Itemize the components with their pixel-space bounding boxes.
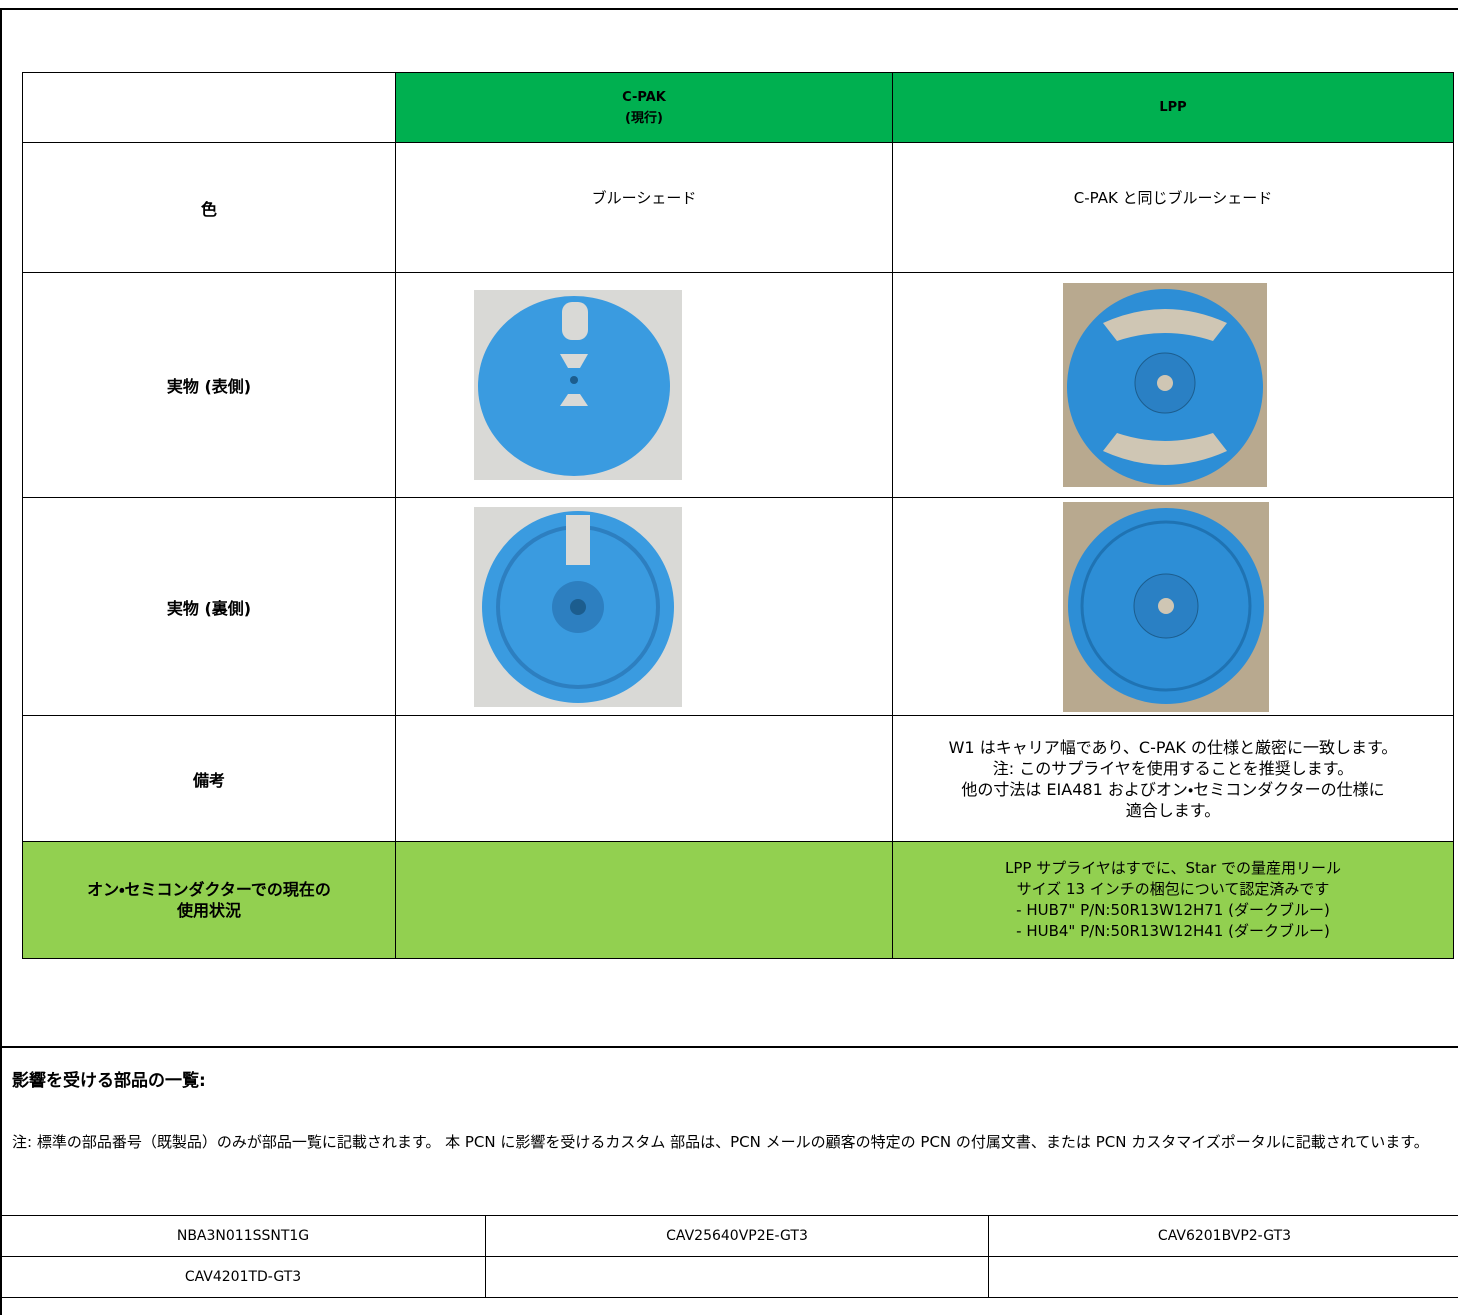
reel-image [1063, 501, 1269, 712]
empty-cell [22, 72, 396, 143]
text-line: 他の寸法は EIA481 およびオン・セミコンダクターの仕様に [961, 779, 1385, 799]
text-line: 注: このサプライヤを使用することを推奨します。 [992, 758, 1354, 778]
reel-image [474, 506, 682, 707]
empty-cell [988, 1256, 1458, 1298]
text-line: - HUB7" P/N:50R13W12H71 (ダークブルー) [1016, 901, 1330, 919]
part-number: CAV4201TD-GT3 [0, 1256, 486, 1298]
row-label: 実物 (裏側) [22, 497, 396, 716]
remarks-row: 備考 W1 はキャリア幅であり、C-PAK の仕様と厳密に一致します。 注: この… [22, 715, 1454, 842]
text-line: オン・セミコンダクターでの現在の [87, 880, 331, 899]
part-number: NBA3N011SSNT1G [0, 1215, 486, 1257]
cell: LPP サプライヤはすでに、Star での量産用リール サイズ 13 インチの梱包… [892, 841, 1454, 959]
comparison-table: C-PAK (現行) LPP 色 ブルーシェード C-PAK と同じブルーシェード… [22, 72, 1454, 959]
header-row: C-PAK (現行) LPP [22, 72, 1454, 143]
part-number: CAV6201BVP2-GT3 [988, 1215, 1458, 1257]
cell: ブルーシェード [395, 142, 893, 273]
parts-row: CAV4201TD-GT3 [0, 1256, 1458, 1298]
parts-table: NBA3N011SSNT1G CAV25640VP2E-GT3 CAV6201BVP… [0, 1215, 1458, 1298]
row-label: オン・セミコンダクターでの現在の 使用状況 [22, 841, 396, 959]
image-cell [892, 272, 1454, 498]
image-cell [395, 497, 893, 716]
part-number: CAV25640VP2E-GT3 [485, 1215, 989, 1257]
text-line: - HUB4" P/N:50R13W12H41 (ダークブルー) [1016, 922, 1330, 940]
divider [0, 1046, 1458, 1048]
header-text: LPP [1159, 100, 1187, 115]
text-line: W1 はキャリア幅であり、C-PAK の仕様と厳密に一致します。 [948, 737, 1398, 757]
header-cell: LPP [892, 72, 1454, 143]
row-label: 実物 (表側) [22, 272, 396, 498]
text-line: 使用状況 [176, 901, 241, 920]
empty-cell [395, 715, 893, 842]
front-row: 実物 (表側) [22, 272, 1454, 498]
reel-image [1063, 283, 1267, 487]
note: 注: 標準の部品番号（既製品）のみが部品一覧に記載されます。 本 PCN に影響… [12, 1133, 1429, 1151]
frame [0, 8, 1458, 1315]
image-cell [395, 272, 893, 498]
cell: C-PAK と同じブルーシェード [892, 142, 1454, 273]
image-cell [892, 497, 1454, 716]
header-cell: C-PAK (現行) [395, 72, 893, 143]
color-row: 色 ブルーシェード C-PAK と同じブルーシェード [22, 142, 1454, 273]
cell: W1 はキャリア幅であり、C-PAK の仕様と厳密に一致します。 注: このサプラ… [892, 715, 1454, 842]
header-text: C-PAK [622, 89, 666, 105]
header-text: (現行) [625, 110, 663, 126]
back-row: 実物 (裏側) [22, 497, 1454, 716]
text-line: LPP サプライヤはすでに、Star での量産用リール [1005, 859, 1341, 877]
empty-cell [485, 1256, 989, 1298]
usage-row: オン・セミコンダクターでの現在の 使用状況 LPP サプライヤはすでに、Star … [22, 841, 1454, 959]
text-line: 適合します。 [1125, 800, 1221, 820]
row-label: 備考 [22, 715, 396, 842]
row-label: 色 [22, 142, 396, 273]
text-line: サイズ 13 インチの梱包について認定済みです [1016, 880, 1330, 898]
reel-image [474, 290, 682, 480]
parts-row: NBA3N011SSNT1G CAV25640VP2E-GT3 CAV6201BVP… [0, 1215, 1458, 1257]
empty-cell [395, 841, 893, 959]
section-heading: 影響を受ける部品の一覧: [12, 1071, 206, 1091]
